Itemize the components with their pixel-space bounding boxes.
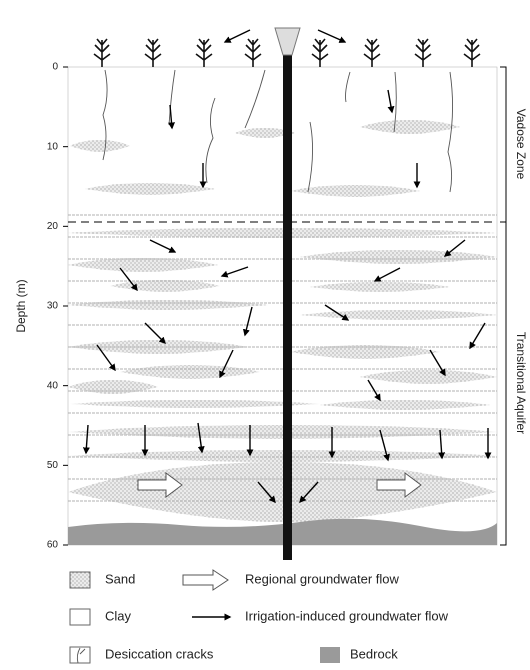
legend-swatch <box>69 646 91 664</box>
cracks <box>102 69 454 193</box>
plant <box>144 38 162 67</box>
irrigation-arrow <box>82 424 90 455</box>
legend-label: Clay <box>105 608 132 623</box>
sand-lens <box>68 380 158 394</box>
legend: Sand Regional groundwater flow Clay Irri… <box>69 569 449 664</box>
irrigation-arrow <box>367 379 381 402</box>
spray-arrow <box>317 29 347 43</box>
irrigation-arrow <box>220 266 249 278</box>
plant <box>93 38 111 67</box>
sand-lenses <box>68 120 497 522</box>
legend-label: Irrigation-induced groundwater flow <box>245 608 449 623</box>
spray-arrow <box>223 29 251 43</box>
y-tick-label: 0 <box>52 62 58 73</box>
irrigation-arrow <box>242 306 253 337</box>
sand-lens <box>85 183 215 195</box>
y-tick-label: 20 <box>47 221 59 232</box>
irrigation-arrow <box>96 344 116 372</box>
plant <box>311 38 329 67</box>
plants <box>93 38 481 67</box>
plant <box>463 38 481 67</box>
irrigation-arrow <box>387 89 395 114</box>
plant <box>244 38 262 67</box>
legend-label: Desiccation cracks <box>105 646 214 661</box>
sand-lens <box>68 425 497 439</box>
irrigation-arrow <box>443 239 466 257</box>
plant <box>195 38 213 67</box>
irrigation-arrow <box>168 104 176 130</box>
sand-lens <box>68 228 497 238</box>
y-tick-label: 40 <box>47 380 59 391</box>
zone-label: Vadose Zone <box>514 109 528 180</box>
sand-lens <box>68 258 218 272</box>
irrigation-arrow <box>219 349 234 379</box>
legend-swatch <box>320 647 340 663</box>
irrigation-arrow <box>373 267 401 282</box>
sand-lens <box>290 185 420 197</box>
irrigation-arrow <box>469 322 486 350</box>
sand-lens <box>300 310 497 320</box>
irrigation-arrow <box>257 481 276 504</box>
legend-label: Bedrock <box>350 646 398 661</box>
zone-bracket <box>500 66 507 546</box>
y-tick-label: 30 <box>47 301 59 312</box>
sand-lens <box>360 120 460 134</box>
legend-swatch <box>69 571 91 589</box>
irrigation-arrow <box>438 429 446 460</box>
sand-lens <box>310 282 450 292</box>
regional-flow-arrows <box>137 472 422 498</box>
irrigation-arrow <box>379 429 390 462</box>
irrigation-arrow <box>119 267 138 292</box>
bedrock <box>68 518 497 545</box>
axis-label: Depth (m) <box>14 279 28 332</box>
legend-swatch <box>69 608 91 626</box>
y-tick-label: 50 <box>47 460 59 471</box>
irrigation-arrows <box>82 89 492 504</box>
well <box>283 55 292 560</box>
irrigation-arrow <box>299 481 319 504</box>
y-tick-label: 10 <box>47 141 59 152</box>
sand-lens <box>70 140 130 152</box>
irrigation-arrow <box>324 304 350 321</box>
sand-lens <box>68 300 268 310</box>
sprinkler <box>274 27 301 56</box>
sand-lens <box>290 345 440 359</box>
sand-lens <box>320 400 490 410</box>
zone-label: Transitional Aquifer <box>514 332 528 434</box>
plant <box>414 38 432 67</box>
sand-lens <box>235 128 295 138</box>
irrigation-arrow <box>144 322 166 344</box>
irrigation-arrow <box>429 349 446 377</box>
sand-lens <box>360 370 497 384</box>
legend-label: Regional groundwater flow <box>245 571 400 586</box>
y-tick-label: 60 <box>47 540 59 551</box>
sand-lens <box>70 400 320 408</box>
plant <box>363 38 381 67</box>
legend-swatch <box>76 647 86 664</box>
irrigation-arrow <box>149 239 177 253</box>
irrigation-arrow <box>197 422 205 454</box>
legend-label: Sand <box>105 571 135 586</box>
legend-swatch <box>182 569 229 591</box>
sand-lens <box>68 462 497 522</box>
